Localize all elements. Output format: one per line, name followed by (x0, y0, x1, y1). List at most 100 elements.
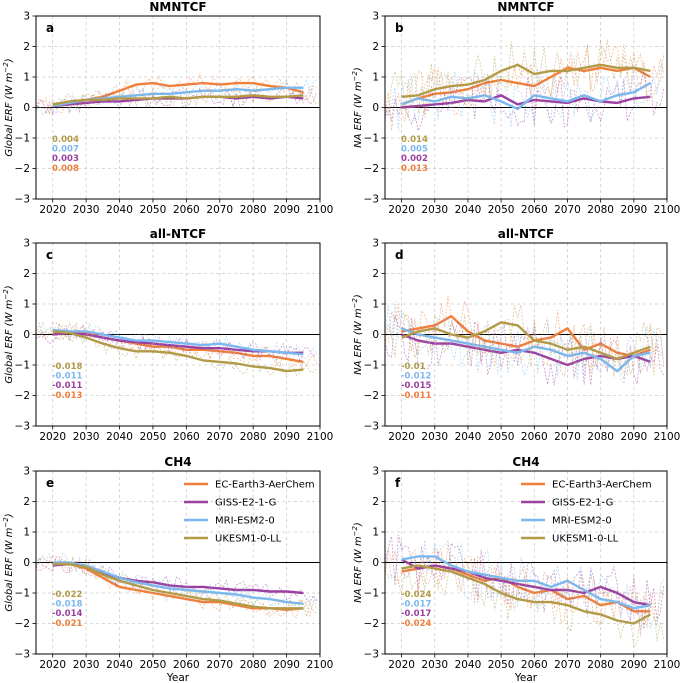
y-tick-label: 1 (23, 299, 30, 311)
x-tick-label: 2040 (455, 431, 482, 443)
y-axis-label: NA ERF (W m−2) (351, 522, 364, 603)
y-tick-label: −1 (364, 133, 379, 145)
series-line-UKESM1-0-LL (52, 94, 304, 106)
y-tick-label: 3 (23, 466, 30, 478)
x-tick-label: 2030 (73, 659, 100, 671)
annual-line-GISS-E2-1-G (384, 315, 665, 386)
y-tick-label: −1 (15, 588, 30, 600)
x-tick-label: 2060 (173, 204, 200, 216)
annual-line-EC-Earth3-AerChem (384, 295, 665, 377)
y-tick-label: −2 (364, 618, 379, 630)
legend: EC-Earth3-AerChem GISS-E2-1-G MRI-ESM2-0 UK… (521, 480, 652, 545)
x-tick-label: 2040 (106, 204, 133, 216)
panel-d: 2020 2030 2040 2050 2060 2070 2080 2090 2100 −3 −2… (351, 227, 680, 443)
x-tick-label: 2090 (273, 659, 300, 671)
panel-title: all-NTCF (150, 227, 207, 241)
annual-line-UKESM1-0-LL (384, 39, 665, 119)
annual-line-MRI-ESM2-0 (384, 301, 665, 385)
trend-value-EC-Earth3-AerChem: -0.024 (401, 619, 431, 629)
x-tick-label: 2050 (140, 659, 167, 671)
x-tick-label: 2090 (273, 204, 300, 216)
panel-letter: f (395, 476, 401, 490)
y-tick-label: −3 (364, 194, 379, 206)
x-tick-label: 2020 (39, 204, 66, 216)
panel-letter: d (395, 248, 404, 262)
x-tick-label: 2030 (73, 431, 100, 443)
annual-line-EC-Earth3-AerChem (384, 543, 665, 636)
x-tick-label: 2040 (455, 204, 482, 216)
panel-title: CH4 (512, 455, 539, 469)
y-tick-label: −2 (15, 618, 30, 630)
trend-value-GISS-E2-1-G: -0.015 (401, 381, 431, 391)
x-tick-label: 2060 (521, 659, 548, 671)
series-line-MRI-ESM2-0 (401, 555, 651, 610)
x-tick-label: 2020 (388, 204, 415, 216)
y-tick-label: 3 (23, 11, 30, 23)
panel-a: 2020 2030 2040 2050 2060 2070 2080 2090 2100 −3 −2… (2, 0, 333, 216)
x-tick-label: 2060 (173, 431, 200, 443)
x-tick-label: 2070 (206, 431, 233, 443)
trend-value-MRI-ESM2-0: 0.005 (401, 145, 428, 155)
trend-value-EC-Earth3-AerChem: 0.008 (52, 164, 79, 174)
panel-letter: e (46, 476, 54, 490)
y-tick-label: −1 (15, 360, 30, 372)
y-tick-label: 2 (372, 41, 379, 53)
trend-value-UKESM1-0-LL: -0.024 (401, 590, 431, 600)
panel-f: 2020 2030 2040 2050 2060 2070 2080 2090 2100 −3 −2… (351, 455, 680, 683)
x-tick-label: 2090 (620, 659, 647, 671)
y-tick-label: 3 (372, 238, 379, 250)
annual-line-MRI-ESM2-0 (35, 321, 318, 360)
series-line-EC-Earth3-AerChem (401, 315, 651, 358)
x-tick-label: 2080 (240, 659, 267, 671)
panel-title: NMNTCF (149, 0, 206, 14)
x-tick-label: 2060 (173, 659, 200, 671)
x-tick-label: 2060 (521, 204, 548, 216)
y-tick-label: 0 (23, 329, 30, 341)
trend-value-MRI-ESM2-0: -0.018 (52, 600, 82, 610)
y-tick-label: 0 (23, 557, 30, 569)
annual-line-GISS-E2-1-G (35, 556, 318, 603)
series-line-MRI-ESM2-0 (52, 328, 304, 356)
x-tick-label: 2070 (554, 659, 581, 671)
series-line-MRI-ESM2-0 (401, 327, 651, 373)
y-tick-label: 1 (372, 299, 379, 311)
x-tick-label: 2100 (654, 204, 681, 216)
y-tick-label: −2 (364, 163, 379, 175)
y-tick-label: −2 (364, 390, 379, 402)
x-tick-label: 2020 (388, 431, 415, 443)
y-tick-label: 3 (23, 238, 30, 250)
y-tick-label: 1 (372, 527, 379, 539)
panel-letter: b (395, 21, 404, 35)
trend-value-UKESM1-0-LL: -0.018 (52, 362, 82, 372)
panel-c: 2020 2030 2040 2050 2060 2070 2080 2090 2100 −3 −2… (2, 227, 333, 443)
x-tick-label: 2050 (488, 431, 515, 443)
y-tick-label: 0 (372, 102, 379, 114)
y-tick-label: 1 (23, 527, 30, 539)
legend-label-EC-Earth3-AerChem: EC-Earth3-AerChem (215, 480, 315, 491)
y-tick-label: −3 (15, 649, 30, 661)
y-axis-label: NA ERF (W m−2) (351, 67, 364, 148)
series-line-UKESM1-0-LL (401, 63, 651, 98)
x-axis-label: Year (514, 672, 538, 683)
panel-letter: a (46, 21, 54, 35)
annual-line-GISS-E2-1-G (384, 534, 665, 630)
trend-value-EC-Earth3-AerChem: -0.021 (52, 619, 82, 629)
y-tick-label: 2 (23, 496, 30, 508)
x-tick-label: 2090 (620, 431, 647, 443)
y-tick-label: 1 (23, 72, 30, 84)
annual-line-EC-Earth3-AerChem (35, 554, 317, 619)
x-tick-label: 2060 (521, 431, 548, 443)
annual-line-GISS-E2-1-G (35, 324, 317, 364)
y-tick-label: 2 (372, 496, 379, 508)
y-axis-label: Global ERF (W m−2) (2, 58, 15, 156)
series-line-MRI-ESM2-0 (401, 82, 651, 111)
trend-value-UKESM1-0-LL: -0.01 (401, 362, 426, 372)
trend-value-MRI-ESM2-0: -0.017 (401, 600, 431, 610)
x-tick-label: 2080 (587, 659, 614, 671)
series-line-UKESM1-0-LL (52, 330, 304, 373)
x-tick-label: 2080 (240, 431, 267, 443)
legend-label-UKESM1-0-LL: UKESM1-0-LL (552, 534, 619, 545)
panel-title: NMNTCF (497, 0, 554, 14)
trend-value-GISS-E2-1-G: 0.002 (401, 154, 428, 164)
